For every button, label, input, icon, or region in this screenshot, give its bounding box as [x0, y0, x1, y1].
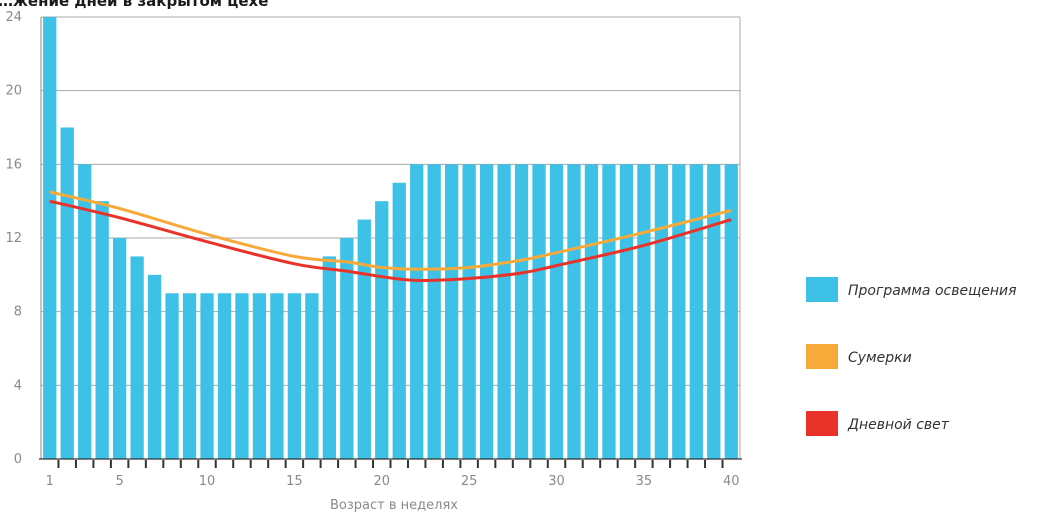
bar: [235, 293, 249, 459]
bar: [532, 164, 546, 460]
x-tick-labels: 1 5 10 15 20 25 30 35 40: [46, 474, 740, 489]
lines: [49, 190, 732, 282]
series-line: [49, 190, 732, 271]
x-axis-label: Возраст в неделях: [330, 498, 458, 513]
bar: [637, 164, 651, 460]
bar: [584, 164, 599, 460]
bar: [707, 164, 721, 460]
bars: [43, 17, 738, 460]
x-tick-label: 30: [548, 474, 565, 489]
bar: [479, 164, 494, 460]
bar: [357, 219, 371, 459]
bar: [130, 256, 144, 459]
x-tick-label: 15: [286, 474, 303, 489]
series-line: [49, 199, 732, 282]
y-tick-label: 4: [14, 378, 22, 393]
bar: [602, 164, 616, 460]
bar: [217, 293, 232, 459]
x-tick-label: 1: [46, 474, 54, 489]
bar: [165, 293, 179, 459]
legend: Программа освещения Сумерки Дневной свет: [806, 277, 1017, 436]
grid: [41, 16, 740, 386]
y-tick-labels: 0 4 8 12 16 20 24: [5, 10, 22, 467]
bar: [549, 164, 564, 460]
bar: [724, 164, 738, 460]
chart-title: …жение дней в закрытом цехе: [0, 0, 268, 10]
y-tick-label: 16: [5, 157, 22, 172]
bar: [112, 238, 127, 459]
x-tick-label: 40: [723, 474, 740, 489]
legend-label: Дневной свет: [847, 417, 950, 433]
bar: [182, 293, 197, 459]
bar: [689, 164, 703, 460]
bar: [305, 293, 319, 459]
bar: [252, 293, 267, 459]
x-tick-label: 20: [373, 474, 390, 489]
x-tick-label: 35: [636, 474, 653, 489]
bar: [270, 293, 284, 459]
bar: [654, 164, 669, 460]
y-tick-label: 12: [5, 231, 22, 246]
bar: [514, 164, 529, 460]
axes: [39, 17, 742, 468]
bar: [672, 164, 686, 460]
bar: [497, 164, 511, 460]
legend-swatch: [806, 277, 838, 302]
y-tick-label: 8: [14, 305, 22, 320]
bar: [462, 164, 476, 460]
bar: [60, 127, 74, 459]
legend-swatch: [806, 411, 838, 436]
bar: [95, 201, 109, 459]
y-tick-label: 24: [5, 10, 22, 25]
x-tick-label: 25: [461, 474, 478, 489]
bar: [392, 182, 406, 459]
bar: [410, 164, 424, 460]
bar: [445, 164, 459, 460]
x-tick-label: 5: [115, 474, 123, 489]
y-tick-label: 0: [14, 452, 22, 467]
bar: [619, 164, 634, 460]
legend-label: Сумерки: [848, 350, 912, 366]
x-tick-label: 10: [199, 474, 216, 489]
bar: [375, 201, 389, 459]
bar: [322, 256, 336, 459]
bar: [567, 164, 581, 460]
bar: [340, 238, 354, 459]
bar: [43, 17, 57, 459]
y-tick-label: 20: [5, 84, 22, 99]
legend-label: Программа освещения: [848, 283, 1017, 299]
bar: [427, 164, 441, 460]
legend-swatch: [806, 344, 838, 369]
bar: [287, 293, 302, 459]
bar: [147, 274, 162, 459]
bar: [78, 164, 92, 460]
bar: [200, 293, 214, 459]
